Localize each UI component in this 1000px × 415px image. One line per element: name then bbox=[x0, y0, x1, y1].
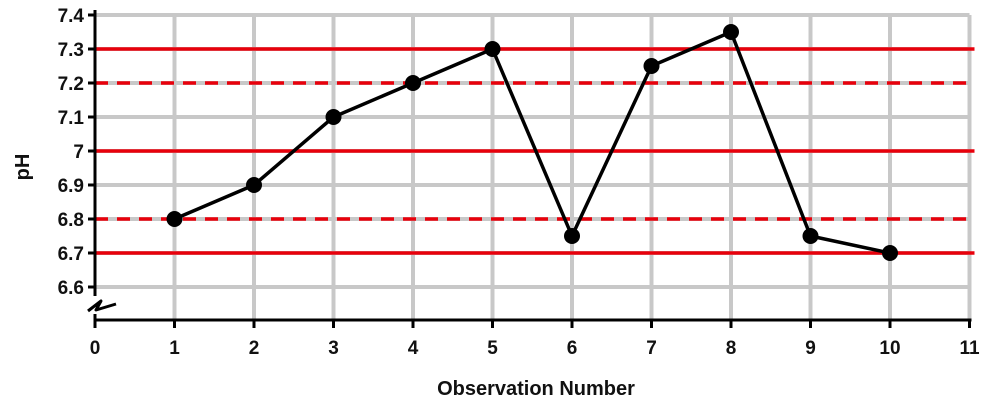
x-tick-label: 2 bbox=[249, 338, 260, 359]
data-point bbox=[166, 211, 183, 227]
y-tick-label: 7.3 bbox=[58, 40, 84, 61]
series bbox=[166, 24, 898, 261]
x-tick-label: 10 bbox=[879, 338, 900, 359]
data-point bbox=[325, 109, 342, 125]
axes bbox=[87, 10, 972, 328]
x-tick-label: 11 bbox=[959, 338, 980, 359]
y-tick-label: 6.7 bbox=[58, 244, 84, 265]
data-point bbox=[643, 58, 660, 74]
x-tick-label: 3 bbox=[328, 338, 339, 359]
x-tick-label: 7 bbox=[646, 338, 657, 359]
y-tick-label: 6.6 bbox=[58, 278, 84, 299]
x-tick-label: 4 bbox=[408, 338, 419, 359]
series-line bbox=[173, 30, 891, 255]
y-tick-label: 6.9 bbox=[58, 176, 84, 197]
data-point bbox=[723, 24, 739, 40]
y-tick-label: 7.2 bbox=[58, 74, 84, 95]
data-point bbox=[484, 41, 501, 57]
data-point bbox=[246, 177, 262, 193]
x-tick-label: 1 bbox=[169, 338, 180, 359]
x-tick-label: 6 bbox=[567, 338, 578, 359]
data-point bbox=[802, 228, 819, 244]
y-tick-label: 6.8 bbox=[58, 210, 84, 231]
x-tick-label: 9 bbox=[805, 338, 816, 359]
y-tick-label: 7 bbox=[73, 142, 84, 163]
y-axis-title: pH bbox=[12, 154, 34, 181]
data-point bbox=[564, 228, 580, 244]
data-point bbox=[405, 75, 421, 91]
axis-break-icon bbox=[87, 299, 117, 313]
y-tick-label: 7.4 bbox=[58, 6, 85, 27]
x-axis-title: Observation Number bbox=[437, 378, 635, 400]
x-tick-label: 5 bbox=[487, 338, 498, 359]
y-tick-label: 7.1 bbox=[58, 108, 85, 129]
x-tick-label: 8 bbox=[726, 338, 737, 359]
grid bbox=[95, 13, 972, 320]
data-point bbox=[882, 245, 898, 261]
tick-labels: 6.6 6.7 6.8 6.9 7 7.1 7.2 7.3 7.4 0 1 2 3 4 5 6 7 8 9 10 11 bbox=[58, 6, 980, 359]
x-tick-label: 0 bbox=[90, 338, 101, 359]
